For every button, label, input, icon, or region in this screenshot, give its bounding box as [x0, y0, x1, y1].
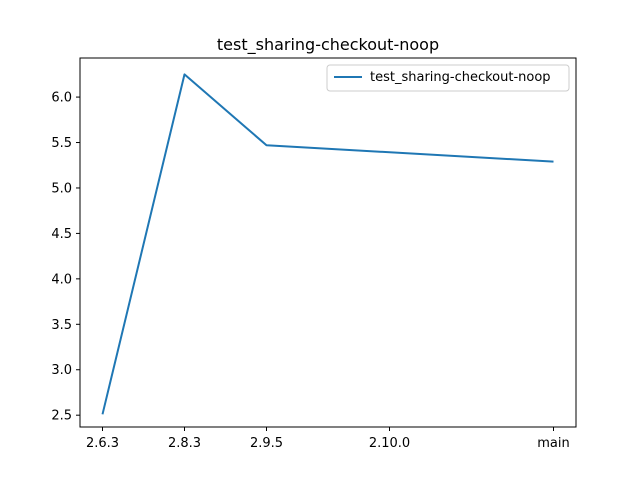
x-axis: 2.6.3 2.8.3 2.9.5 2.10.0 main [86, 427, 570, 451]
y-tick-label: 2.5 [51, 409, 72, 424]
x-tick-label: 2.8.3 [168, 436, 201, 451]
x-tick-label: main [537, 436, 569, 451]
x-tick-label: 2.9.5 [250, 436, 283, 451]
legend-label: test_sharing-checkout-noop [370, 70, 551, 85]
y-tick-label: 3.0 [51, 363, 72, 378]
y-tick-label: 5.0 [51, 181, 72, 196]
legend: test_sharing-checkout-noop [326, 64, 570, 92]
y-axis: 2.5 3.0 3.5 4.0 4.5 5.0 5.5 6.0 [51, 91, 80, 424]
plot-area [79, 57, 577, 428]
chart-title: test_sharing-checkout-noop [217, 35, 439, 55]
series-line [101, 73, 554, 415]
series-layer [101, 73, 554, 415]
y-tick-label: 5.5 [51, 136, 72, 151]
y-tick-label: 6.0 [51, 91, 72, 106]
y-tick-label: 4.0 [51, 272, 72, 287]
y-tick-label: 4.5 [51, 227, 72, 242]
x-tick-label: 2.10.0 [369, 436, 410, 451]
x-tick-label: 2.6.3 [86, 436, 119, 451]
y-tick-label: 3.5 [51, 318, 72, 333]
legend-box [326, 64, 570, 92]
